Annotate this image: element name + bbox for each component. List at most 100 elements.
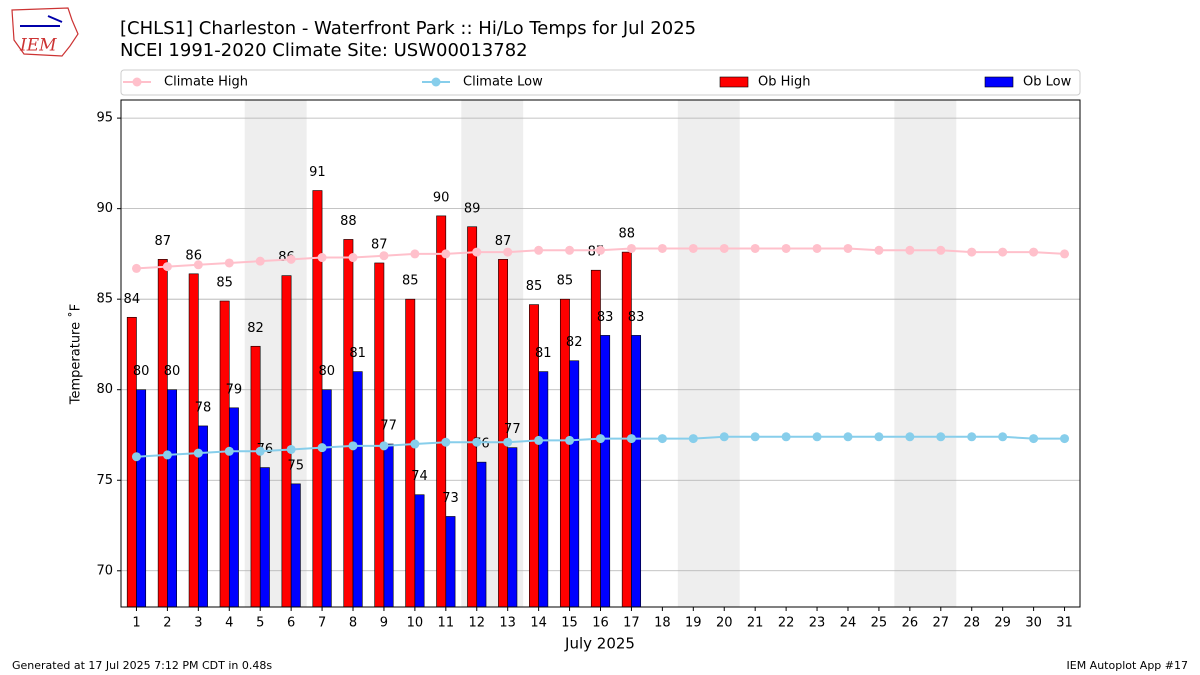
plot-frame <box>120 99 1081 608</box>
bar <box>507 447 518 608</box>
line-marker <box>162 450 172 460</box>
line-marker <box>379 441 389 451</box>
line-marker <box>967 247 977 257</box>
x-tick-label: 30 <box>1025 616 1042 631</box>
y-tick-label: 75 <box>96 473 113 488</box>
data-label: 80 <box>164 364 181 379</box>
line-marker <box>781 243 791 253</box>
x-tick-label: 5 <box>256 616 264 631</box>
bar <box>167 389 177 608</box>
footer-left: Generated at 17 Jul 2025 7:12 PM CDT in … <box>12 659 272 672</box>
x-tick-label: 14 <box>530 616 547 631</box>
bar <box>157 259 168 608</box>
data-label: 87 <box>371 237 388 252</box>
line-marker <box>936 432 946 442</box>
line-marker <box>1029 247 1039 257</box>
line-marker <box>750 432 760 442</box>
bar <box>312 190 323 608</box>
line-marker <box>874 245 884 255</box>
x-tick-label: 10 <box>407 616 424 631</box>
y-tick-label: 70 <box>96 563 113 578</box>
line-marker <box>719 432 729 442</box>
data-label: 86 <box>185 248 202 263</box>
legend-marker <box>132 77 142 87</box>
data-label: 85 <box>402 274 419 289</box>
line-marker <box>131 263 141 273</box>
x-tick-label: 20 <box>716 616 733 631</box>
legend-box <box>120 69 1081 96</box>
line-marker <box>317 443 327 453</box>
line-marker <box>224 446 234 456</box>
data-label: 85 <box>216 275 233 290</box>
line-marker <box>534 245 544 255</box>
line-marker <box>472 247 482 257</box>
line-marker <box>286 254 296 264</box>
data-label: 83 <box>628 310 645 325</box>
bar <box>414 494 425 608</box>
line-marker <box>131 452 141 462</box>
line-marker <box>1060 434 1070 444</box>
line-marker <box>193 260 203 270</box>
data-label: 78 <box>195 400 212 415</box>
line-marker <box>936 245 946 255</box>
line-marker <box>657 434 667 444</box>
logo: IEM <box>11 7 79 57</box>
line-marker <box>874 432 884 442</box>
x-tick-label: 9 <box>380 616 388 631</box>
data-label: 75 <box>288 458 305 473</box>
line-marker <box>286 444 296 454</box>
line-marker <box>255 256 265 266</box>
line-marker <box>503 247 513 257</box>
x-tick-label: 19 <box>685 616 702 631</box>
x-tick-label: 26 <box>902 616 919 631</box>
x-tick-label: 6 <box>287 616 295 631</box>
bar <box>352 371 363 608</box>
data-label: 77 <box>504 422 521 437</box>
bar <box>281 275 292 608</box>
line-marker <box>596 245 605 255</box>
y-tick-label: 95 <box>96 111 113 126</box>
line-marker <box>998 247 1008 257</box>
x-tick-label: 11 <box>438 616 455 631</box>
line-marker <box>688 243 698 253</box>
weekend-band <box>677 100 740 607</box>
logo-outline <box>11 7 79 57</box>
x-tick-label: 23 <box>809 616 826 631</box>
logo-text: IEM <box>19 36 57 56</box>
line-marker <box>719 243 729 253</box>
x-tick-label: 12 <box>468 616 485 631</box>
line-marker <box>1029 434 1039 444</box>
data-label: 80 <box>133 364 150 379</box>
x-tick-label: 2 <box>163 616 171 631</box>
y-tick-label: 80 <box>96 382 113 397</box>
bar <box>631 335 642 608</box>
x-tick-label: 4 <box>225 616 233 631</box>
line-marker <box>626 243 636 253</box>
chart-title: [CHLS1] Charleston - Waterfront Park :: … <box>120 18 696 39</box>
line-marker <box>224 258 234 268</box>
line-marker <box>688 434 698 444</box>
data-label: 91 <box>309 165 326 180</box>
x-tick-label: 21 <box>747 616 764 631</box>
data-label: 83 <box>597 310 614 325</box>
line-marker <box>348 253 358 263</box>
legend-label: Ob High <box>758 75 811 90</box>
line-marker <box>657 243 667 253</box>
bar <box>538 371 549 608</box>
x-tick-label: 3 <box>194 616 202 631</box>
bar <box>343 239 354 608</box>
x-tick-label: 1 <box>132 616 140 631</box>
x-tick-label: 24 <box>840 616 857 631</box>
line-marker <box>472 437 482 447</box>
bar <box>259 467 270 608</box>
line-marker <box>565 435 575 445</box>
x-tick-label: 22 <box>778 616 795 631</box>
bar <box>621 251 632 608</box>
data-label: 85 <box>557 274 574 289</box>
bar <box>476 461 487 608</box>
x-axis-label: July 2025 <box>564 635 635 653</box>
logo-icon <box>20 15 63 27</box>
bar <box>467 226 478 608</box>
legend-marker <box>431 77 441 87</box>
